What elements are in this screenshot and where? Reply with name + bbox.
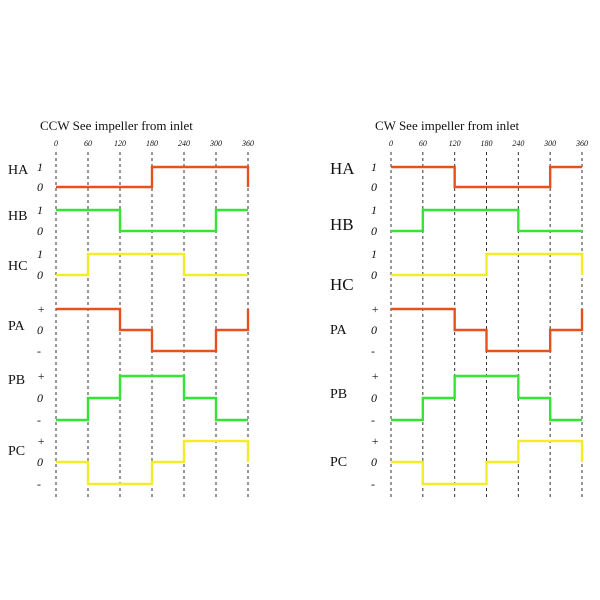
level-label: 0 — [371, 180, 377, 194]
signal-row-pa: PA +0 - — [330, 302, 584, 358]
level-label: - — [37, 344, 41, 358]
panel-title: CW See impeller from inlet — [375, 118, 520, 133]
level-label: 1 — [37, 160, 43, 174]
panel-cw: CW See impeller from inlet 0 60 120 180 240 30… — [330, 118, 588, 497]
level-label: 1 — [37, 247, 43, 261]
level-label: 0 — [37, 180, 43, 194]
level-label: + — [37, 369, 45, 383]
level-label: 1 — [371, 247, 377, 261]
level-label: - — [37, 413, 41, 427]
waveform-hb — [56, 208, 248, 233]
signal-row-pc: PC +0 - — [330, 434, 584, 491]
signal-row-pc: PC +0 - — [8, 434, 250, 491]
level-label: 0 — [37, 224, 43, 238]
signal-row-ha: HA 1 0 — [8, 160, 250, 194]
signal-label: HB — [330, 215, 354, 234]
panel-title: CCW See impeller from inlet — [40, 118, 193, 133]
waveform-pa — [56, 307, 250, 353]
level-label: 0 — [371, 323, 377, 337]
waveform-hb — [391, 208, 582, 233]
waveform-pc — [391, 439, 584, 486]
signal-row-pa: PA +0 - — [8, 302, 250, 358]
signal-label: PC — [8, 444, 25, 459]
panel-ccw: CCW See impeller from inlet 0 60 120 180 240 3… — [8, 118, 254, 497]
level-label: - — [37, 477, 41, 491]
signal-row-hb: HB 1 0 — [8, 203, 248, 238]
signal-label: PC — [330, 455, 347, 470]
signal-label: PB — [8, 373, 25, 388]
waveform-pc — [56, 439, 250, 486]
waveform-hc — [391, 252, 584, 277]
signal-row-hc: HC 1 0 — [330, 247, 584, 294]
angle-label: 120 — [114, 139, 126, 148]
angle-label: 60 — [84, 139, 92, 148]
signal-label: HA — [8, 163, 29, 178]
angle-label: 0 — [54, 139, 58, 148]
angle-label: 120 — [449, 139, 461, 148]
level-label: 0 — [37, 391, 43, 405]
signal-label: HA — [330, 159, 355, 178]
angle-label: 300 — [209, 139, 222, 148]
level-label: + — [371, 369, 379, 383]
waveform-pa — [391, 307, 584, 353]
signal-label: HC — [8, 259, 27, 274]
waveform-ha — [391, 165, 582, 189]
signal-label: HC — [330, 275, 354, 294]
angle-label: 240 — [512, 139, 524, 148]
signal-row-pb: PB +0 - — [330, 369, 582, 427]
level-label: - — [371, 477, 375, 491]
waveform-pb — [391, 374, 582, 422]
signal-label: PB — [330, 387, 347, 402]
signal-row-hb: HB 1 0 — [330, 203, 582, 238]
level-label: - — [371, 344, 375, 358]
signal-label: HB — [8, 209, 27, 224]
angle-label: 0 — [389, 139, 393, 148]
signal-row-hc: HC 1 0 — [8, 247, 248, 282]
level-label: 0 — [371, 224, 377, 238]
angle-label: 180 — [146, 139, 158, 148]
angle-label: 180 — [481, 139, 493, 148]
level-label: + — [37, 302, 45, 316]
angle-label: 60 — [419, 139, 427, 148]
waveform-pb — [56, 374, 248, 422]
angle-label: 300 — [543, 139, 556, 148]
level-label: 1 — [371, 160, 377, 174]
level-label: 0 — [37, 268, 43, 282]
waveform-ha — [56, 165, 250, 189]
level-label: 1 — [37, 203, 43, 217]
waveform-hc — [56, 252, 248, 277]
level-label: + — [371, 434, 379, 448]
level-label: - — [371, 413, 375, 427]
signal-label: PA — [330, 323, 348, 338]
level-label: 0 — [371, 455, 377, 469]
level-label: + — [37, 434, 45, 448]
angle-label: 240 — [178, 139, 190, 148]
level-label: 0 — [37, 455, 43, 469]
level-label: 1 — [371, 203, 377, 217]
signal-row-pb: PB +0 - — [8, 369, 248, 427]
level-label: + — [371, 302, 379, 316]
angle-label: 360 — [241, 139, 254, 148]
level-label: 0 — [371, 391, 377, 405]
angle-label: 360 — [575, 139, 588, 148]
signal-row-ha: HA 1 0 — [330, 159, 582, 194]
level-label: 0 — [371, 268, 377, 282]
level-label: 0 — [37, 323, 43, 337]
signal-label: PA — [8, 319, 26, 334]
